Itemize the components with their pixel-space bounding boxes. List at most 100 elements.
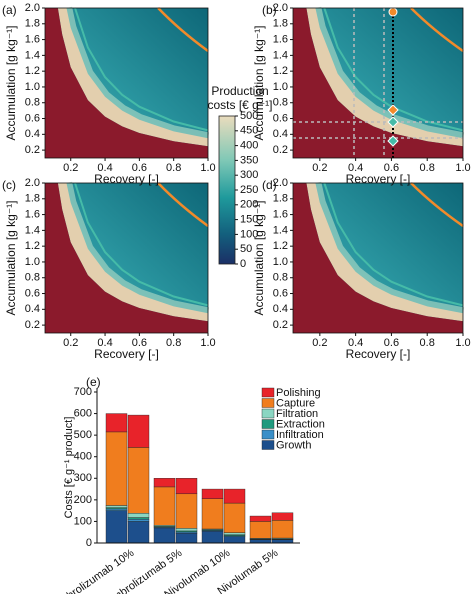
bar-segment: [271, 520, 294, 539]
legend-swatch: [261, 429, 275, 440]
y-tick-label: 0.6: [25, 287, 40, 299]
bar-segment: [105, 413, 128, 433]
y-tick-label: 1.0: [273, 256, 288, 268]
y-tick-label: 2.0: [273, 2, 288, 14]
y-tick-label: 2.0: [25, 177, 40, 189]
bar-segment: [175, 478, 198, 495]
y-tick-label: 0.2: [25, 319, 40, 331]
bar-segment: [223, 488, 246, 504]
bar-segment: [153, 527, 176, 544]
legend-swatch: [261, 408, 275, 419]
bar-segment: [175, 493, 198, 529]
y-tick-label: 0.8: [273, 97, 288, 109]
y-tick-label: 1.8: [25, 193, 40, 205]
y-tick-label: 400: [74, 451, 92, 463]
bar-segment: [127, 517, 150, 520]
x-tick-label: 0.4: [348, 337, 363, 349]
y-tick-label: 1.4: [273, 224, 288, 236]
y-tick-label: 0.4: [25, 303, 40, 315]
legend-label: Infiltration: [276, 429, 324, 441]
bar-segment: [105, 510, 128, 544]
y-tick-label: 1.0: [25, 256, 40, 268]
legend-label: Polishing: [276, 387, 321, 399]
legend-label: Capture: [276, 397, 315, 409]
x-tick-label: 0.4: [97, 162, 112, 174]
colorbar-tick-label: 50: [240, 243, 252, 255]
x-tick-label: 0.8: [166, 162, 181, 174]
colorbar-title: costs [€ g⁻¹]: [207, 98, 272, 112]
y-tick-label: 1.6: [273, 33, 288, 45]
y-tick-label: 1.8: [25, 18, 40, 30]
panel-label: (c): [2, 178, 16, 192]
y-tick-label: 1.4: [273, 49, 288, 61]
bar-segment: [175, 528, 198, 532]
y-tick-label: 1.0: [25, 81, 40, 93]
heatmap: [45, 183, 208, 333]
y-tick-label: 0.4: [273, 128, 288, 140]
y-axis-label: Costs [€ g⁻¹ product]: [63, 417, 75, 519]
y-tick-label: 0.6: [25, 112, 40, 124]
bar-segment: [201, 498, 224, 530]
colorbar-tick-label: 500: [240, 110, 258, 122]
marker: [387, 104, 399, 116]
legend-label: Growth: [276, 439, 311, 451]
colorbar-title: Production: [211, 84, 268, 98]
bar-segment: [271, 512, 294, 521]
y-tick-label: 1.4: [25, 224, 40, 236]
y-tick-label: 1.2: [273, 240, 288, 252]
x-tick-label: 0.8: [166, 337, 181, 349]
y-tick-label: 1.8: [273, 18, 288, 30]
y-tick-label: 1.6: [273, 208, 288, 220]
y-tick-label: 1.8: [273, 193, 288, 205]
plot-frame: [44, 182, 209, 334]
plot-frame: [292, 182, 464, 334]
bar-segment: [105, 431, 128, 506]
panel-label: (d): [262, 178, 277, 192]
legend-label: Filtration: [276, 408, 318, 420]
x-tick-label: 1.0: [200, 337, 215, 349]
y-tick-label: 0.4: [273, 303, 288, 315]
y-tick-label: 0.2: [273, 319, 288, 331]
y-tick-label: 0: [86, 537, 92, 549]
x-tick-label: 1.0: [455, 337, 470, 349]
x-axis-label: Recovery [-]: [94, 172, 159, 186]
x-tick-label: 0.8: [420, 162, 435, 174]
y-tick-label: 2.0: [273, 177, 288, 189]
y-axis-label: Accumulation [g kg⁻¹]: [4, 25, 18, 140]
y-tick-label: 0.2: [273, 144, 288, 156]
colorbar-tick-label: 200: [240, 199, 258, 211]
y-axis-label: Accumulation [g kg⁻¹]: [4, 200, 18, 315]
x-tick-label: 0.6: [384, 162, 399, 174]
y-tick-label: 700: [74, 386, 92, 398]
y-tick-label: 0.2: [25, 144, 40, 156]
panel-label: (b): [262, 3, 277, 17]
bar-segment: [127, 414, 150, 448]
x-tick-label: 0.2: [312, 162, 327, 174]
bar-segment: [127, 447, 150, 514]
x-tick-label: 0.8: [420, 337, 435, 349]
y-tick-label: 2.0: [25, 2, 40, 14]
x-axis-label: Recovery [-]: [94, 347, 159, 361]
colorbar-tick-label: 350: [240, 154, 258, 166]
legend-swatch: [261, 387, 275, 398]
y-tick-label: 0.8: [25, 97, 40, 109]
legend-swatch: [261, 398, 275, 408]
y-tick-label: 200: [74, 494, 92, 506]
x-tick-label: 1.0: [455, 162, 470, 174]
bar-segment: [223, 502, 246, 533]
colorbar-tick-label: 400: [240, 140, 258, 152]
y-tick-label: 1.4: [25, 49, 40, 61]
bar-segment: [201, 488, 224, 499]
y-axis-label: Accumulation [g kg⁻¹]: [252, 25, 266, 140]
x-tick-label: 0.4: [348, 162, 363, 174]
x-tick-label: 0.2: [63, 162, 78, 174]
colorbar-tick-label: 100: [240, 228, 258, 240]
bar-segment: [201, 530, 224, 544]
y-tick-label: 1.6: [25, 208, 40, 220]
x-tick-label: 0.6: [132, 337, 147, 349]
x-axis-label: Recovery [-]: [346, 347, 411, 361]
x-tick-label: 0.2: [312, 337, 327, 349]
legend-swatch: [261, 419, 275, 429]
bar-segment: [153, 478, 176, 488]
